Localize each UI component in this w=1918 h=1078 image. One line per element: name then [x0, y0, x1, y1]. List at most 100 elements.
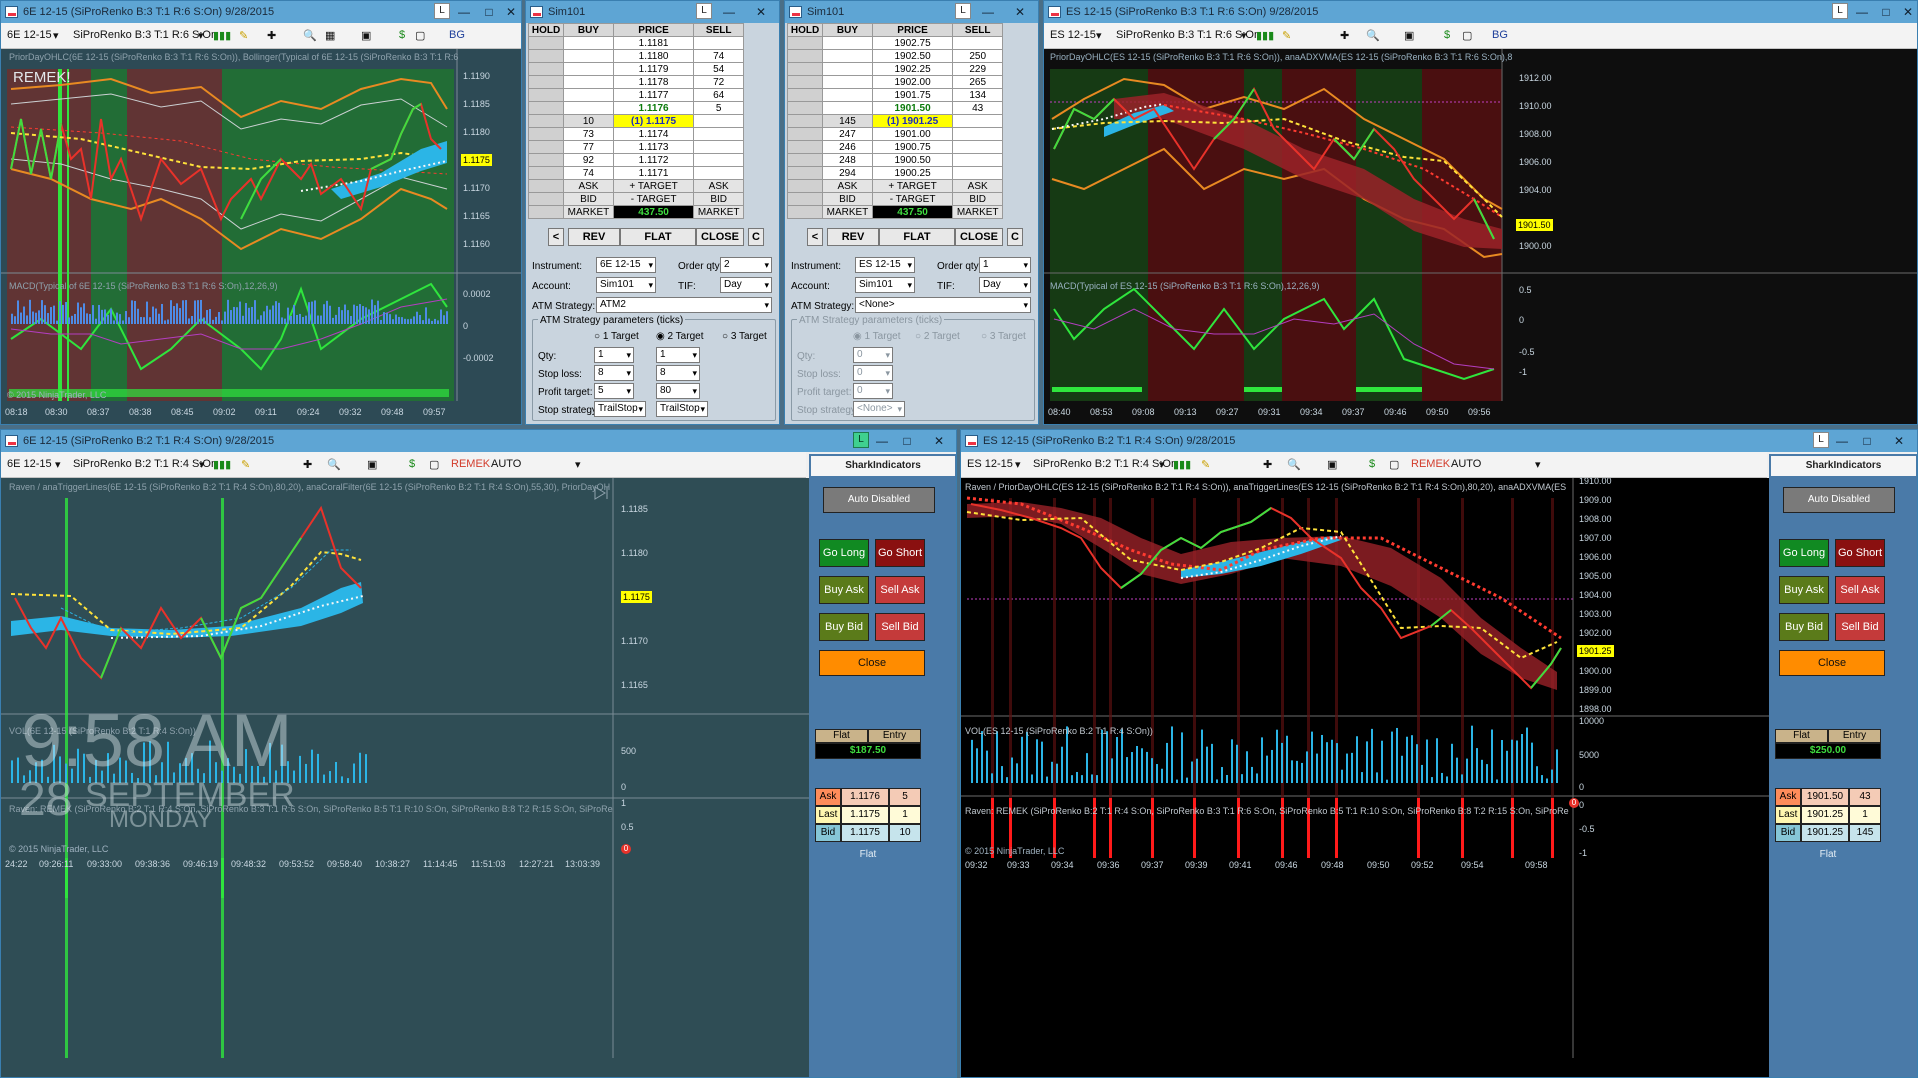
- hold-cell[interactable]: [527, 114, 565, 128]
- maximize-button[interactable]: □: [1863, 434, 1871, 448]
- hold-cell[interactable]: [786, 179, 824, 193]
- minimize-button[interactable]: —: [1856, 5, 1868, 19]
- price-cell[interactable]: - TARGET: [612, 192, 695, 206]
- profit-target-input-1[interactable]: 0: [853, 383, 893, 399]
- ladder-row[interactable]: 74 1.1171: [527, 166, 744, 180]
- stop-strategy-select-1[interactable]: <None>: [853, 401, 905, 417]
- radio-2-target[interactable]: ○ 2 Target: [915, 331, 960, 342]
- link-button[interactable]: L: [696, 3, 712, 19]
- ladder-row[interactable]: 1902.50 250: [786, 49, 1003, 63]
- buy-cell[interactable]: BID: [822, 192, 873, 206]
- bar-style-icon[interactable]: ▮▮▮: [1173, 459, 1192, 471]
- ladder-row[interactable]: 248 1900.50: [786, 153, 1003, 167]
- order-qty-input[interactable]: 1: [979, 257, 1031, 273]
- buy-cell[interactable]: [822, 62, 873, 76]
- hold-cell[interactable]: [786, 75, 824, 89]
- price-cell[interactable]: + TARGET: [612, 179, 695, 193]
- price-cell[interactable]: (1) 1.1175: [612, 114, 695, 128]
- price-cell[interactable]: 1902.00: [871, 75, 954, 89]
- hold-cell[interactable]: [527, 127, 565, 141]
- buy-cell[interactable]: [563, 75, 614, 89]
- hold-cell[interactable]: [527, 166, 565, 180]
- hold-cell[interactable]: [527, 192, 565, 206]
- stop-strategy-select-1[interactable]: TrailStop: [594, 401, 646, 417]
- qty-input-1[interactable]: 1: [594, 347, 634, 363]
- ladder-row[interactable]: 145 (1) 1901.25: [786, 114, 1003, 128]
- link-button[interactable]: L: [955, 3, 971, 19]
- bars-type-selector[interactable]: SiProRenko B:2 T:1 R:4 S:On: [1033, 458, 1178, 470]
- price-cell[interactable]: 1902.75: [871, 36, 954, 50]
- sell-cell[interactable]: 74: [693, 49, 744, 63]
- crosshair-icon[interactable]: ✚: [1340, 30, 1350, 42]
- stop-strategy-select-2[interactable]: TrailStop: [656, 401, 708, 417]
- sell-cell[interactable]: [693, 140, 744, 154]
- bg-button[interactable]: BG: [1492, 29, 1508, 41]
- ladder-row[interactable]: 1.1180 74: [527, 49, 744, 63]
- chart-type-icon[interactable]: ▦: [325, 30, 336, 42]
- sell-cell[interactable]: 72: [693, 75, 744, 89]
- price-cell[interactable]: 1902.50: [871, 49, 954, 63]
- close-button[interactable]: ✕: [1893, 434, 1905, 448]
- hold-cell[interactable]: [786, 114, 824, 128]
- close-position-button[interactable]: CLOSE: [696, 228, 744, 246]
- price-cell[interactable]: 1.1180: [612, 49, 695, 63]
- instrument-select[interactable]: ES 12-15: [855, 257, 915, 273]
- hold-cell[interactable]: [527, 101, 565, 115]
- zoom-icon[interactable]: 🔍: [1366, 30, 1380, 42]
- buy-cell[interactable]: [822, 101, 873, 115]
- hold-cell[interactable]: [527, 205, 565, 219]
- minimize-button[interactable]: —: [876, 434, 888, 448]
- sell-cell[interactable]: 250: [952, 49, 1003, 63]
- hold-cell[interactable]: [527, 179, 565, 193]
- sell-cell[interactable]: [952, 140, 1003, 154]
- price-cell[interactable]: 1.1173: [612, 140, 695, 154]
- qty-input-2[interactable]: 1: [656, 347, 700, 363]
- link-button[interactable]: L: [434, 3, 450, 19]
- sell-bid-button[interactable]: Sell Bid: [1835, 613, 1885, 641]
- tif-select[interactable]: Day: [720, 277, 772, 293]
- price-cell[interactable]: 1900.25: [871, 166, 954, 180]
- hold-cell[interactable]: [786, 88, 824, 102]
- price-cell[interactable]: 1.1181: [612, 36, 695, 50]
- minimize-button[interactable]: —: [723, 5, 735, 19]
- ladder-row[interactable]: ASK + TARGET ASK: [527, 179, 744, 193]
- link-button[interactable]: L: [1832, 3, 1848, 19]
- buy-cell[interactable]: [563, 36, 614, 50]
- screenshot-icon[interactable]: ▢: [429, 459, 440, 471]
- cancel-orders-button[interactable]: C: [1007, 228, 1023, 246]
- stop-loss-input-1[interactable]: 8: [594, 365, 634, 381]
- price-cell[interactable]: - TARGET: [871, 192, 954, 206]
- ladder-row[interactable]: 294 1900.25: [786, 166, 1003, 180]
- price-cell[interactable]: 1.1174: [612, 127, 695, 141]
- hold-cell[interactable]: [527, 36, 565, 50]
- zoom-icon[interactable]: 🔍: [327, 459, 341, 471]
- sell-cell[interactable]: [693, 153, 744, 167]
- buy-cell[interactable]: [822, 75, 873, 89]
- reverse-button[interactable]: REV: [827, 228, 879, 246]
- sell-cell[interactable]: [693, 36, 744, 50]
- sell-cell[interactable]: BID: [952, 192, 1003, 206]
- dollar-icon[interactable]: $: [1369, 458, 1376, 470]
- radio-1-target[interactable]: ○ 1 Target: [594, 331, 639, 342]
- ladder-row[interactable]: MARKET 437.50 MARKET: [786, 205, 1003, 219]
- title-bar[interactable]: 6E 12-15 (SiProRenko B:2 T:1 R:4 S:On) 9…: [1, 430, 956, 452]
- buy-cell[interactable]: [563, 62, 614, 76]
- hold-cell[interactable]: [786, 153, 824, 167]
- sell-cell[interactable]: [952, 166, 1003, 180]
- sell-cell[interactable]: MARKET: [952, 205, 1003, 219]
- ladder-row[interactable]: 247 1901.00: [786, 127, 1003, 141]
- crosshair-icon[interactable]: ✚: [1263, 459, 1273, 471]
- bars-type-selector[interactable]: SiProRenko B:3 T:1 R:6 S:On: [73, 29, 218, 41]
- close-button[interactable]: ✕: [755, 5, 767, 19]
- ladder-row[interactable]: 1902.00 265: [786, 75, 1003, 89]
- play-icon[interactable]: [593, 485, 609, 501]
- sell-bid-button[interactable]: Sell Bid: [875, 613, 925, 641]
- go-short-button[interactable]: Go Short: [1835, 539, 1885, 567]
- ladder-row[interactable]: 1.1177 64: [527, 88, 744, 102]
- buy-cell[interactable]: BID: [563, 192, 614, 206]
- go-long-button[interactable]: Go Long: [1779, 539, 1829, 567]
- buy-bid-button[interactable]: Buy Bid: [819, 613, 869, 641]
- ladder-row[interactable]: 1901.75 134: [786, 88, 1003, 102]
- price-cell[interactable]: 1901.00: [871, 127, 954, 141]
- price-cell[interactable]: 1900.50: [871, 153, 954, 167]
